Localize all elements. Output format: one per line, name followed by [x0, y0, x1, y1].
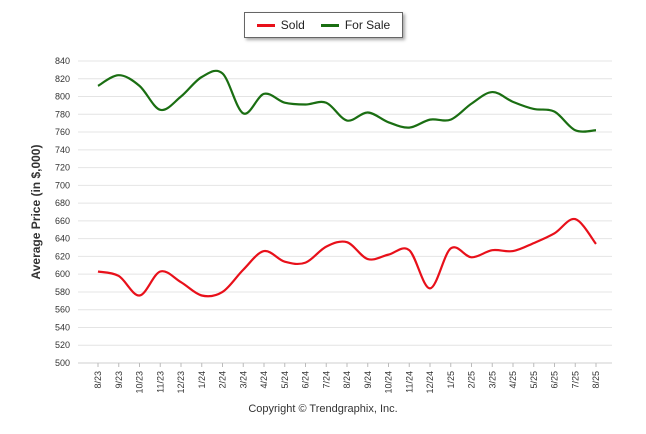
y-tick-label: 540: [55, 322, 70, 332]
x-tick-label: 2/25: [467, 371, 477, 389]
x-tick-label: 5/24: [280, 371, 290, 389]
x-tick-label: 10/24: [384, 371, 394, 394]
x-tick-label: 7/24: [321, 371, 331, 389]
x-axis-ticks: 8/23 9/23 10/23 11/23 12/23 1/24 2/24 3/24 4/24 5…: [93, 363, 601, 394]
legend-swatch-sold: [256, 23, 275, 27]
x-tick-label: 10/23: [135, 371, 145, 394]
x-tick-label: 8/25: [591, 371, 601, 389]
y-tick-label: 800: [55, 92, 70, 102]
x-tick-label: 1/25: [446, 371, 456, 389]
y-tick-label: 560: [55, 305, 70, 315]
legend-swatch-for-sale: [320, 23, 339, 27]
x-tick-label: 11/23: [155, 371, 165, 393]
x-tick-label: 3/24: [238, 371, 248, 389]
y-tick-label: 820: [55, 74, 70, 84]
y-tick-label: 600: [55, 269, 70, 279]
y-tick-label: 780: [55, 109, 70, 119]
y-tick-label: 520: [55, 340, 70, 350]
y-tick-label: 720: [55, 163, 70, 173]
x-tick-label: 11/24: [404, 371, 414, 393]
y-tick-label: 680: [55, 198, 70, 208]
series-lines: [97, 69, 597, 298]
y-tick-label: 840: [55, 56, 70, 66]
y-tick-label: 700: [55, 180, 70, 190]
legend-item-for-sale[interactable]: For Sale: [320, 18, 391, 32]
x-tick-label: 2/24: [218, 371, 228, 389]
legend: Sold For Sale: [244, 12, 403, 38]
x-tick-label: 5/25: [529, 371, 539, 389]
x-tick-label: 7/25: [570, 371, 580, 389]
y-tick-label: 620: [55, 251, 70, 261]
copyright-text: Copyright © Trendgraphix, Inc.: [248, 403, 398, 415]
x-tick-label: 4/25: [508, 371, 518, 389]
x-tick-label: 12/24: [425, 371, 435, 394]
x-tick-label: 8/23: [93, 371, 103, 389]
y-tick-label: 500: [55, 358, 70, 368]
x-tick-label: 4/24: [259, 371, 269, 389]
x-tick-label: 3/25: [487, 371, 497, 389]
legend-label-for-sale: For Sale: [344, 18, 391, 32]
y-tick-label: 640: [55, 234, 70, 244]
legend-label-sold: Sold: [280, 18, 305, 32]
y-tick-label: 760: [55, 127, 70, 137]
x-tick-label: 9/23: [114, 371, 124, 389]
series-line-sold: [97, 217, 597, 298]
series-line-for-sale: [97, 69, 597, 133]
legend-item-sold[interactable]: Sold: [256, 18, 305, 32]
x-tick-label: 6/25: [550, 371, 560, 389]
y-tick-label: 740: [55, 145, 70, 155]
x-tick-label: 1/24: [197, 371, 207, 389]
y-tick-label: 660: [55, 216, 70, 226]
y-axis-label: Average Price (in $,000): [29, 145, 43, 280]
y-axis-ticks: 500 520 540 560 580 600 620 640 660 680 700 720 740 7…: [55, 56, 70, 368]
x-tick-label: 8/24: [342, 371, 352, 389]
y-tick-label: 580: [55, 287, 70, 297]
x-tick-label: 12/23: [176, 371, 186, 394]
x-tick-label: 6/24: [301, 371, 311, 389]
x-tick-label: 9/24: [363, 371, 373, 389]
grid-lines: [78, 60, 612, 364]
